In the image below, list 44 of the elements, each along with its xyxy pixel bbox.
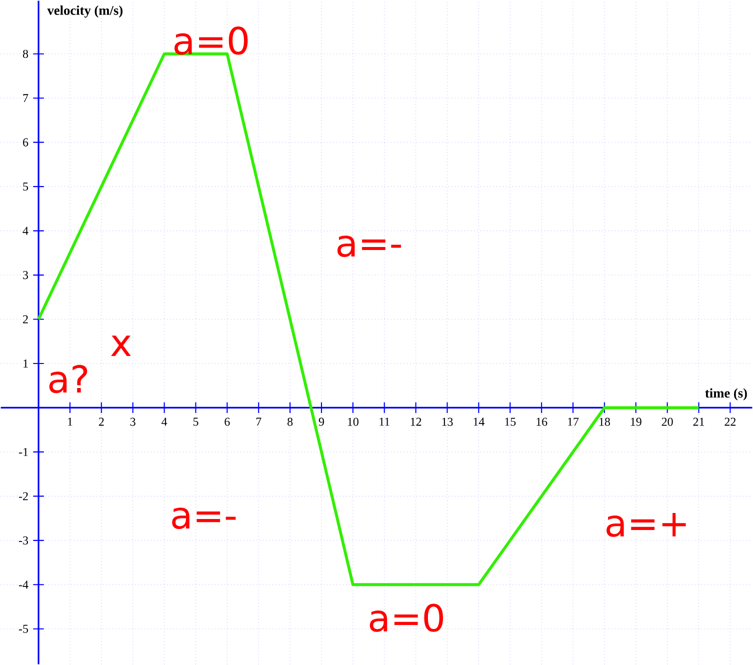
- x-tick-label: 8: [288, 418, 293, 426]
- x-tick-label: 17: [568, 418, 579, 426]
- y-axis-title: velocity (m/s): [47, 5, 122, 18]
- y-tick-label: 1: [24, 360, 28, 368]
- x-tick-label: 5: [193, 418, 198, 426]
- annotation: a=0: [174, 26, 248, 55]
- annotation: a=-: [172, 508, 236, 529]
- y-tick-label: -1: [18, 448, 28, 456]
- x-tick-label: 12: [410, 418, 422, 426]
- x-axis-title: time (s): [705, 388, 747, 400]
- y-tick-label: 3: [23, 270, 28, 280]
- annotation: x: [111, 336, 131, 356]
- annotation: a=-: [337, 236, 401, 257]
- x-tick-label: 1: [68, 418, 72, 426]
- y-tick-label: 8: [22, 50, 28, 58]
- x-tick-label: 6: [224, 418, 230, 426]
- y-tick-label: 5: [23, 182, 28, 191]
- y-tick-label: 4: [22, 226, 28, 235]
- y-tick-label: 7: [23, 94, 28, 102]
- x-tick-label: 2: [98, 418, 104, 426]
- y-tick-label: -2: [18, 492, 28, 500]
- y-tick-label: -4: [18, 580, 28, 589]
- x-tick-label: 18: [599, 418, 610, 426]
- x-tick-label: 14: [474, 418, 484, 426]
- annotation: a=0: [370, 604, 444, 632]
- x-tick-label: 15: [505, 418, 516, 426]
- x-tick-label: 16: [536, 418, 548, 426]
- x-tick-label: 10: [348, 418, 358, 426]
- y-tick-label: 6: [23, 138, 28, 146]
- y-tick-label: -5: [18, 624, 28, 633]
- x-tick-label: 4: [162, 418, 168, 426]
- x-tick-label: 7: [256, 418, 262, 426]
- y-tick-label: 2: [23, 315, 28, 324]
- x-tick-label: 13: [442, 418, 453, 426]
- annotation: a?: [49, 364, 88, 394]
- x-tick-label: 11: [380, 418, 390, 426]
- x-tick-label: 19: [630, 418, 642, 426]
- x-tick-label: 21: [693, 418, 704, 426]
- x-tick-label: 20: [662, 418, 673, 426]
- annotation: a=+: [606, 512, 686, 537]
- x-tick-label: 9: [318, 418, 324, 426]
- x-tick-label: 3: [130, 418, 136, 426]
- x-tick-label: 22: [724, 418, 736, 426]
- y-tick-label: -3: [18, 536, 28, 544]
